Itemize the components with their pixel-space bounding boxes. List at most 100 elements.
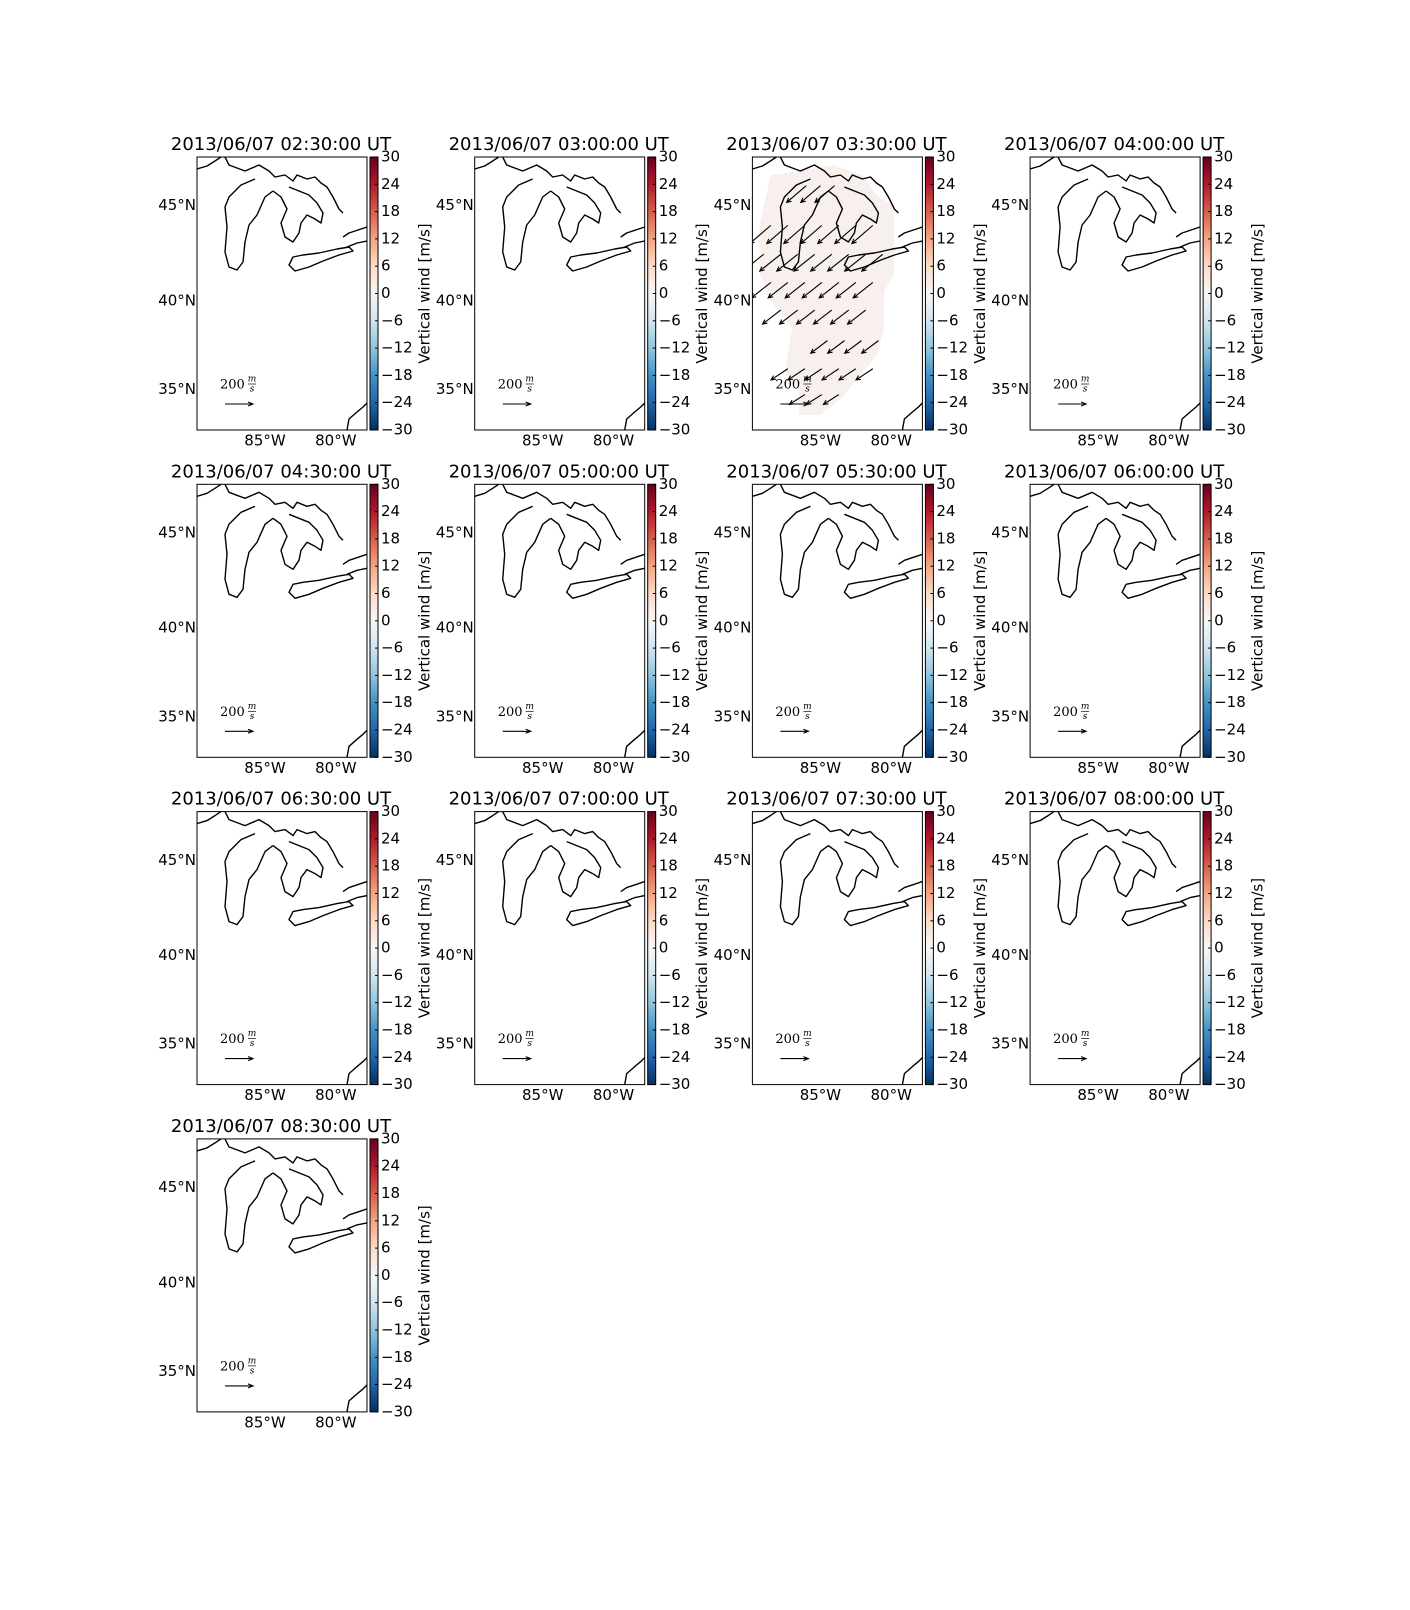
x-tick-label: 80°W	[871, 759, 913, 777]
x-tick-label: 80°W	[315, 432, 357, 450]
colorbar-tick-label: −6	[936, 311, 958, 329]
y-tick-label: 45°N	[991, 196, 1029, 214]
colorbar-tick-label: −6	[381, 311, 403, 329]
x-tick-label: 85°W	[244, 1086, 286, 1104]
colorbar-label: Vertical wind [m/s]	[971, 551, 989, 691]
colorbar-tick-label: 12	[659, 229, 678, 247]
colorbar-tick-label: −12	[1214, 666, 1246, 684]
y-tick-label: 35°N	[158, 707, 196, 725]
colorbar-tick-label: 18	[659, 529, 678, 547]
colorbar-label: Vertical wind [m/s]	[693, 551, 711, 691]
wind-vector	[761, 309, 782, 325]
y-tick-label: 45°N	[714, 851, 752, 869]
colorbar-tick-label: −24	[1214, 393, 1246, 411]
colorbar-tick-label: 30	[936, 148, 955, 166]
wind-vector	[852, 282, 874, 299]
colorbar-tick-label: 30	[659, 802, 678, 820]
coastline	[197, 811, 367, 1085]
colorbar-tick-label: 12	[936, 557, 955, 575]
map-area	[474, 484, 645, 758]
colorbar-tick-label: 24	[659, 175, 678, 193]
colorbar-tick-label: −30	[381, 748, 413, 766]
map-area	[752, 484, 923, 758]
colorbar-tick-label: −24	[1214, 721, 1246, 739]
x-tick-label: 85°W	[244, 432, 286, 450]
key-unit-bottom: s	[1083, 712, 1088, 722]
key-arrow	[502, 728, 533, 734]
map-frame	[196, 1138, 368, 1413]
wind-vector	[850, 224, 874, 245]
colorbar-tick-label: 30	[936, 802, 955, 820]
key-label: 200	[1053, 378, 1078, 393]
y-tick-label: 35°N	[436, 1035, 474, 1053]
colorbar-tick-label: −24	[381, 393, 413, 411]
key-unit-bottom: s	[527, 712, 532, 722]
wind-vector	[826, 340, 845, 354]
colorbar-tick-label: 6	[1214, 911, 1224, 929]
colorbar-tick-label: 24	[936, 175, 955, 193]
y-tick-label: 45°N	[436, 196, 474, 214]
colorbar-tick-label: 0	[659, 611, 669, 629]
colorbar-tick-label: 18	[381, 202, 400, 220]
colorbar-label: Vertical wind [m/s]	[416, 223, 434, 363]
colorbar-tick-label: 0	[381, 611, 391, 629]
colorbar-tick-label: −30	[659, 748, 691, 766]
colorbar-tick-label: −30	[936, 748, 968, 766]
key-arrow	[225, 1056, 255, 1062]
y-tick-label: 35°N	[714, 707, 752, 725]
colorbar-tick-label: 30	[659, 148, 678, 166]
y-tick-label: 40°N	[158, 1273, 196, 1291]
x-tick-label: 80°W	[1148, 1086, 1190, 1104]
wind-vector	[822, 394, 840, 406]
colorbar-tick-label: −12	[659, 993, 691, 1011]
wind-vector	[843, 253, 867, 272]
y-tick-label: 45°N	[158, 1178, 196, 1196]
colorbar-tick-label: −12	[936, 666, 968, 684]
colorbar-tick-label: 24	[381, 829, 400, 847]
colorbar-tick-label: 12	[659, 557, 678, 575]
map-frame	[196, 483, 368, 758]
x-tick-label: 80°W	[593, 1086, 635, 1104]
y-tick-label: 40°N	[714, 619, 752, 637]
colorbar-label: Vertical wind [m/s]	[1249, 551, 1267, 691]
key-unit-top: m	[1081, 702, 1090, 712]
colorbar-tick-label: 6	[381, 1239, 391, 1257]
wind-vector	[843, 340, 862, 354]
map-frame	[1029, 811, 1201, 1086]
panel: 2013/06/07 04:00:00 UT 35°N 40°N 45°N 85°W 80…	[991, 134, 1266, 450]
colorbar-label: Vertical wind [m/s]	[971, 878, 989, 1018]
map-frame	[196, 156, 368, 431]
y-tick-label: 45°N	[991, 851, 1029, 869]
wind-vector	[769, 368, 789, 381]
colorbar-tick-label: −6	[381, 1293, 403, 1311]
y-tick-label: 40°N	[991, 291, 1029, 309]
colorbar-tick-label: −6	[1214, 966, 1236, 984]
colorbar-tick-label: −24	[659, 393, 691, 411]
colorbar-tick-label: 18	[1214, 857, 1233, 875]
colorbar-tick-label: −24	[381, 721, 413, 739]
wind-vector	[814, 185, 835, 204]
colorbar-tick-label: 24	[381, 175, 400, 193]
key-arrow	[225, 728, 255, 734]
x-tick-label: 80°W	[315, 759, 357, 777]
key-arrow	[780, 1056, 810, 1062]
colorbar-tick-label: 24	[1214, 502, 1233, 520]
colorbar-tick-label: −18	[936, 366, 968, 384]
panel-title: 2013/06/07 06:30:00 UT	[171, 789, 392, 810]
wind-vector	[765, 224, 789, 245]
wind-vector	[792, 253, 816, 272]
colorbar-tick-label: −30	[381, 1075, 413, 1093]
key-unit-bottom: s	[250, 1366, 255, 1376]
map-area	[474, 157, 645, 430]
wind-vector	[752, 224, 772, 244]
coastline	[752, 157, 923, 430]
panel-title: 2013/06/07 07:30:00 UT	[726, 789, 947, 810]
panel: 2013/06/07 06:30:00 UT 35°N 40°N 45°N 85°W 80…	[158, 789, 433, 1105]
colorbar-tick-label: −24	[936, 393, 968, 411]
map-area	[197, 811, 367, 1085]
x-tick-label: 85°W	[1077, 432, 1119, 450]
colorbar-label: Vertical wind [m/s]	[416, 878, 434, 1018]
colorbar-tick-label: −30	[381, 421, 413, 439]
key-unit-bottom: s	[527, 1039, 532, 1049]
